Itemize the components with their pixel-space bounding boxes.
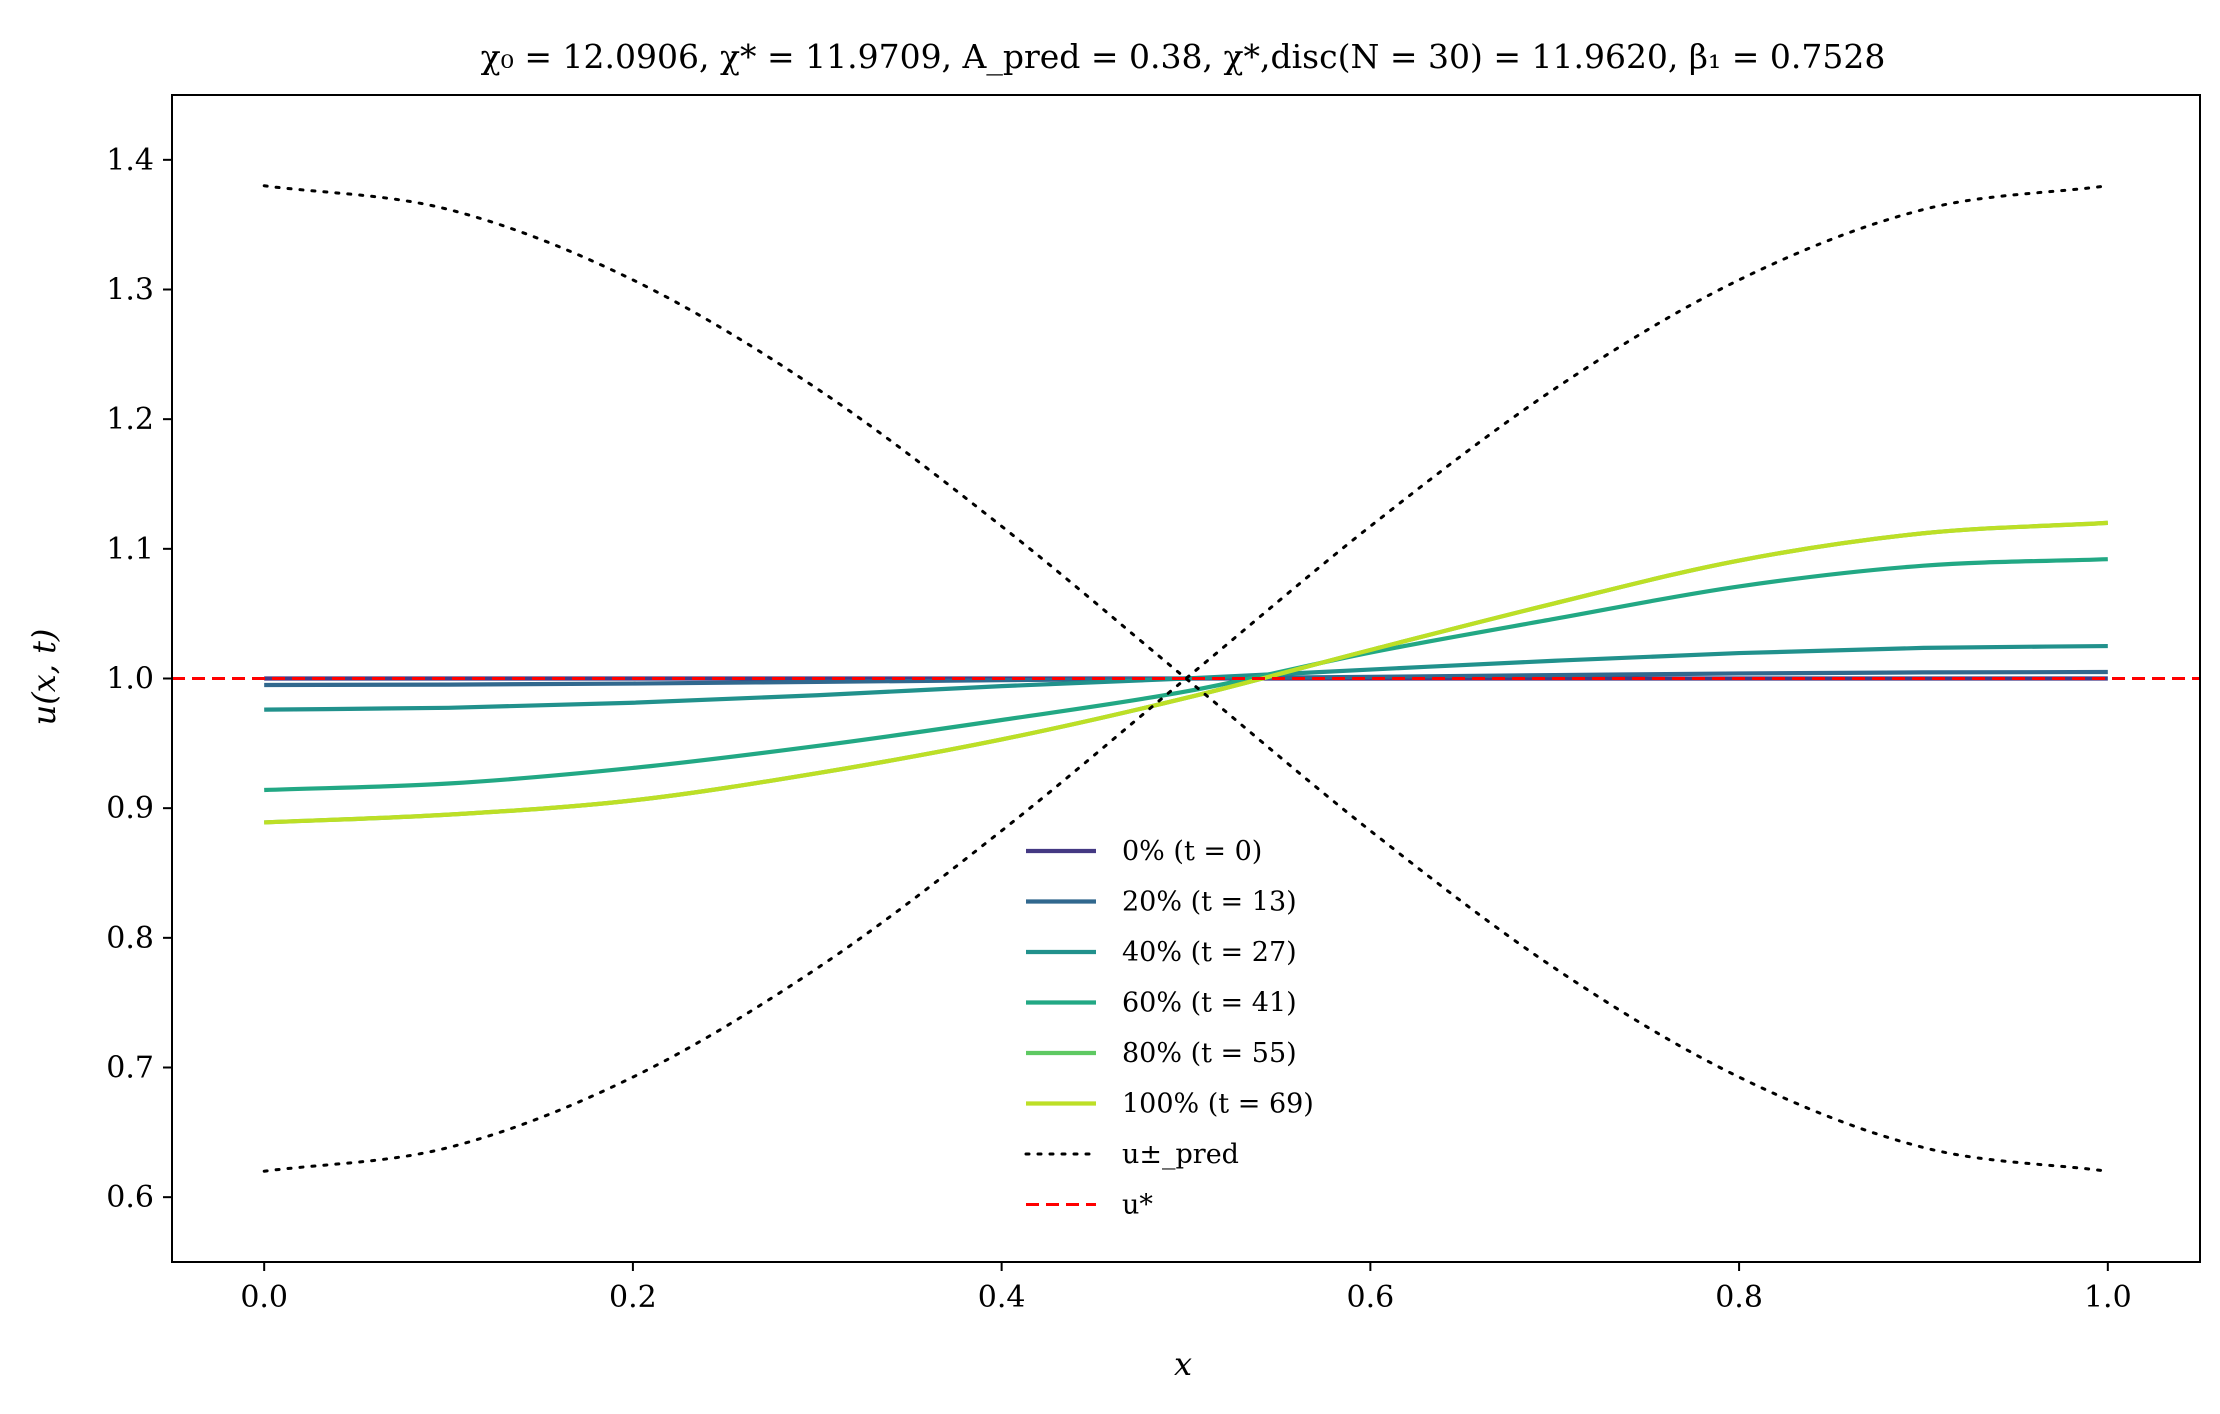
- chart-title: χ₀ = 12.0906, χ* = 11.9709, A_pred = 0.3…: [481, 37, 1886, 77]
- x-tick-label: 0.8: [1715, 1280, 1763, 1315]
- x-tick-label: 0.6: [1347, 1280, 1395, 1315]
- x-tick-label: 1.0: [2084, 1280, 2132, 1315]
- y-tick-label: 0.8: [106, 921, 154, 956]
- legend-label-20-t-13: 20% (t = 13): [1122, 887, 1297, 918]
- plot-area: [172, 184, 2200, 1173]
- series-line-unnamed-7: [262, 184, 2110, 1173]
- y-tick-label: 0.9: [106, 791, 154, 826]
- x-tick-label: 0.2: [609, 1280, 657, 1315]
- y-tick-label: 0.7: [106, 1051, 154, 1086]
- y-axis-label: u(x, t): [25, 629, 63, 726]
- y-tick-label: 1.4: [106, 143, 154, 178]
- legend-label-100-t-69: 100% (t = 69): [1122, 1089, 1314, 1120]
- x-axis-label: x: [1174, 1345, 1192, 1383]
- legend-label-40-t-27: 40% (t = 27): [1122, 937, 1297, 968]
- series-line-60-t-41: [264, 557, 2108, 793]
- legend: 0% (t = 0) 20% (t = 13) 40% (t = 27) 60% (t…: [1024, 836, 1314, 1221]
- y-tick-label: 1.1: [106, 532, 154, 567]
- legend-label-60-t-41: 60% (t = 41): [1122, 988, 1297, 1019]
- y-tick-label: 0.6: [106, 1180, 154, 1215]
- y-tick-label: 1.3: [106, 273, 154, 308]
- y-tick-label: 1.2: [106, 402, 154, 437]
- series-line-100-t-69: [264, 520, 2108, 825]
- axes: 0.0 0.2 0.4 0.6 0.8 1.0 0.6 0.7 0.8 0.9 1.0 1.1 1.2 1…: [106, 94, 2201, 1315]
- y-tick-label: 1.0: [106, 662, 154, 697]
- x-tick-label: 0.4: [978, 1280, 1026, 1315]
- legend-label-u: u*: [1122, 1190, 1153, 1221]
- legend-label-u-pred: u±_pred: [1122, 1139, 1239, 1170]
- legend-label-80-t-55: 80% (t = 55): [1122, 1038, 1297, 1069]
- x-tick-label: 0.0: [240, 1280, 288, 1315]
- legend-label-0-t-0: 0% (t = 0): [1122, 836, 1262, 867]
